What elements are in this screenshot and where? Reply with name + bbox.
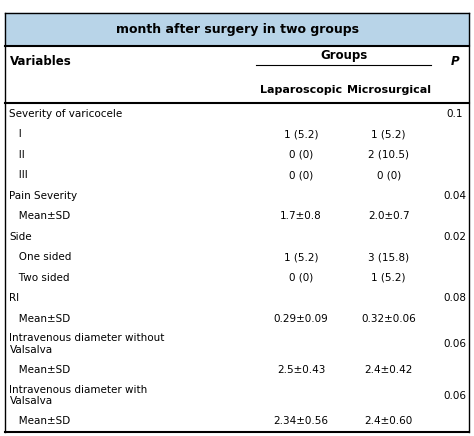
Text: Two sided: Two sided — [9, 273, 70, 283]
Text: Intravenous diameter without: Intravenous diameter without — [9, 333, 165, 343]
Text: Variables: Variables — [9, 55, 71, 68]
Text: 1 (5.2): 1 (5.2) — [284, 252, 318, 262]
Text: 0.08: 0.08 — [444, 293, 466, 303]
Text: Intravenous diameter with: Intravenous diameter with — [9, 385, 148, 395]
Text: Mean±SD: Mean±SD — [9, 365, 71, 375]
Bar — [5, 13, 469, 46]
Text: 0 (0): 0 (0) — [289, 150, 313, 160]
Bar — [5, 46, 469, 77]
Text: Pain Severity: Pain Severity — [9, 191, 78, 201]
Text: Severity of varicocele: Severity of varicocele — [9, 109, 123, 119]
Text: Valsalva: Valsalva — [9, 396, 53, 406]
Text: One sided: One sided — [9, 252, 72, 262]
Text: Laparoscopic: Laparoscopic — [260, 85, 342, 95]
Text: II: II — [9, 150, 25, 160]
Text: 0.02: 0.02 — [444, 232, 466, 242]
Text: 2.5±0.43: 2.5±0.43 — [277, 365, 325, 375]
Text: RI: RI — [9, 293, 19, 303]
Text: III: III — [9, 170, 28, 180]
Text: 2 (10.5): 2 (10.5) — [368, 150, 409, 160]
Text: 1 (5.2): 1 (5.2) — [372, 273, 406, 283]
Text: Valsalva: Valsalva — [9, 345, 53, 355]
Text: 1 (5.2): 1 (5.2) — [284, 129, 318, 139]
Text: 0 (0): 0 (0) — [289, 273, 313, 283]
Text: P: P — [451, 55, 459, 68]
Text: Mean±SD: Mean±SD — [9, 314, 71, 324]
Text: 0.06: 0.06 — [444, 340, 466, 349]
Text: 0 (0): 0 (0) — [376, 170, 401, 180]
Text: 1 (5.2): 1 (5.2) — [372, 129, 406, 139]
Text: Side: Side — [9, 232, 32, 242]
Text: 3 (15.8): 3 (15.8) — [368, 252, 409, 262]
Text: 1.7±0.8: 1.7±0.8 — [280, 211, 322, 221]
Text: 2.4±0.60: 2.4±0.60 — [365, 416, 413, 426]
Text: Mean±SD: Mean±SD — [9, 211, 71, 221]
Text: Mean±SD: Mean±SD — [9, 416, 71, 426]
Text: month after surgery in two groups: month after surgery in two groups — [116, 23, 358, 36]
Text: Microsurgical: Microsurgical — [346, 85, 431, 95]
Text: 0.06: 0.06 — [444, 391, 466, 401]
Text: 2.4±0.42: 2.4±0.42 — [365, 365, 413, 375]
Text: Groups: Groups — [320, 49, 367, 62]
Text: 0.1: 0.1 — [447, 109, 463, 119]
Text: 2.0±0.7: 2.0±0.7 — [368, 211, 410, 221]
Text: I: I — [9, 129, 22, 139]
Text: 0 (0): 0 (0) — [289, 170, 313, 180]
Text: 0.32±0.06: 0.32±0.06 — [361, 314, 416, 324]
Bar — [5, 77, 469, 103]
Text: 0.04: 0.04 — [444, 191, 466, 201]
Text: 0.29±0.09: 0.29±0.09 — [273, 314, 328, 324]
Text: 2.34±0.56: 2.34±0.56 — [273, 416, 328, 426]
